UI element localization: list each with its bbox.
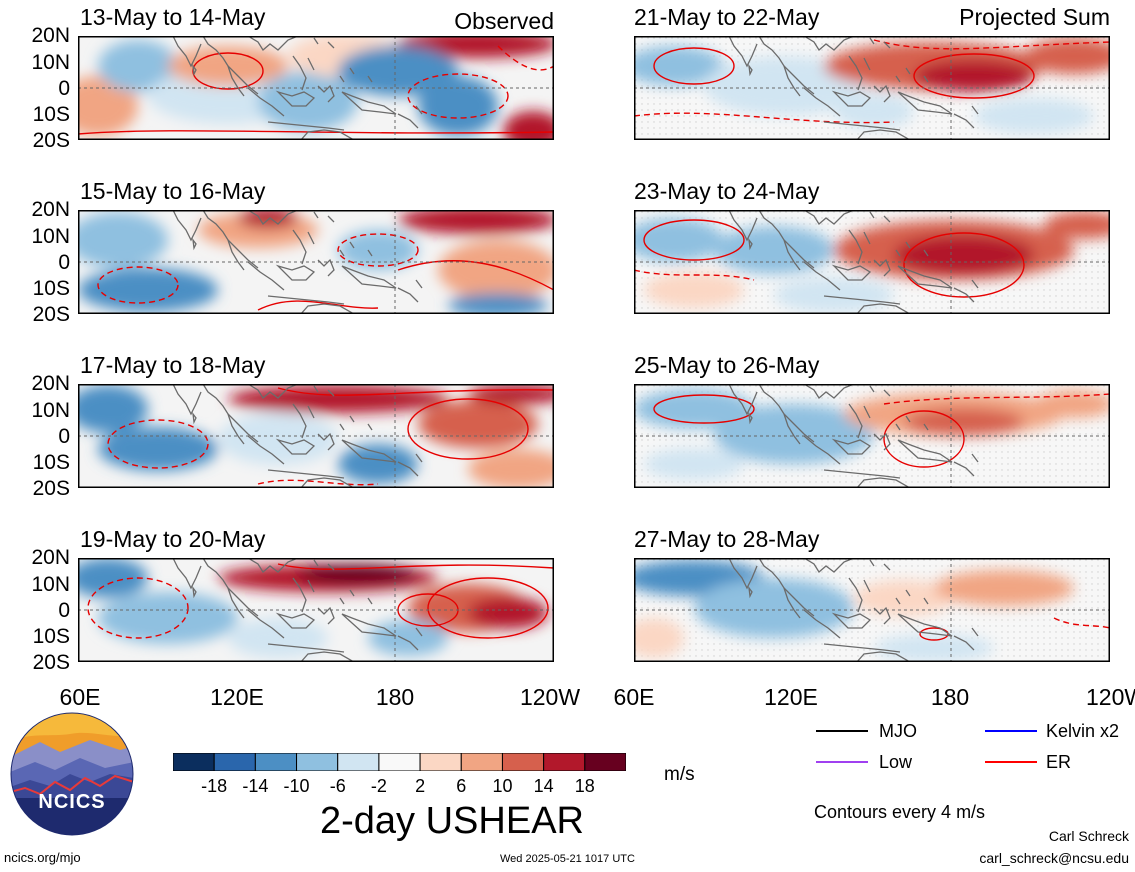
lat-label: 20N <box>31 372 70 395</box>
colorbar-swatch <box>543 752 586 772</box>
legend-label: ER <box>1046 752 1072 772</box>
legend-line-er <box>985 761 1037 763</box>
map-panel-left-3 <box>78 384 554 488</box>
lat-label: 0 <box>58 425 70 448</box>
map-panel-right-4 <box>634 558 1110 662</box>
colorbar-tick-label: -6 <box>329 776 346 796</box>
lon-label: 180 <box>375 684 415 710</box>
panel-date-title: 27-May to 28-May <box>634 526 820 552</box>
colorbar-swatch <box>501 752 545 772</box>
lat-label: 10S <box>32 625 70 648</box>
lon-label: 180 <box>930 684 970 710</box>
legend-label: MJO <box>879 721 917 741</box>
lon-label: 120E <box>764 684 818 710</box>
lat-label: 0 <box>58 77 70 100</box>
footer-timestamp: Wed 2025-05-21 1017 UTC <box>500 853 635 865</box>
map-panel-left-2 <box>78 210 554 314</box>
lat-label: 20S <box>32 477 70 500</box>
logo-text: NCICS <box>38 791 106 813</box>
lon-label: 120W <box>519 684 581 710</box>
lat-label: 10S <box>32 103 70 126</box>
map-panel-right-2 <box>634 210 1110 314</box>
lon-label: 120W <box>1086 686 1135 709</box>
contours-note: Contours every 4 m/s <box>814 802 986 822</box>
main-title: 2-day USHEAR <box>320 800 584 842</box>
lat-label: 20S <box>32 651 70 674</box>
footer-url[interactable]: ncics.org/mjo <box>4 850 81 865</box>
panel-date-title: 17-May to 18-May <box>80 352 266 378</box>
lon-label: 120E <box>210 684 264 710</box>
colorbar-swatch <box>460 752 503 772</box>
panel-corner-label: Observed <box>454 8 554 34</box>
colorbar-tick-label: -18 <box>201 776 228 796</box>
lat-label: 10S <box>32 451 70 474</box>
colorbar-tick-label: 14 <box>533 776 554 796</box>
lat-label: 20S <box>32 129 70 152</box>
legend-line-low <box>816 761 868 763</box>
lat-label: 10N <box>31 51 70 74</box>
lat-label: 20N <box>31 198 70 221</box>
colorbar-swatch <box>213 752 256 772</box>
panel-date-title: 15-May to 16-May <box>80 178 266 204</box>
map-panel-left-4 <box>78 558 554 662</box>
colorbar <box>172 752 627 772</box>
lat-label: 20N <box>31 24 70 47</box>
panel-corner-label: Projected Sum <box>959 4 1110 30</box>
lat-label: 10N <box>31 225 70 248</box>
lat-label: 10N <box>31 399 70 422</box>
colorbar-swatch <box>254 752 298 772</box>
lat-label: 20S <box>32 303 70 326</box>
legend-line-mjo <box>816 730 868 732</box>
lat-label: 10S <box>32 277 70 300</box>
panel-date-title: 19-May to 20-May <box>80 526 266 552</box>
colorbar-ticks: -18 -14 -10 -6 -2 2 6 10 14 18 <box>173 777 626 797</box>
colorbar-swatch <box>419 752 462 772</box>
colorbar-tick-label: -14 <box>242 776 269 796</box>
lat-label: 20N <box>31 546 70 569</box>
panel-date-title: 25-May to 26-May <box>634 352 820 378</box>
lon-label: 60E <box>613 684 655 710</box>
map-panel-left-1 <box>78 36 554 140</box>
lon-label: 60E <box>59 684 101 710</box>
colorbar-tick-label: -10 <box>283 776 310 796</box>
legend-line-kelvin <box>985 730 1037 732</box>
map-panel-right-1 <box>634 36 1110 140</box>
colorbar-swatch <box>584 752 627 772</box>
colorbar-swatch <box>172 752 215 772</box>
ncics-logo: NCICS <box>10 712 134 836</box>
footer-email[interactable]: carl_schreck@ncsu.edu <box>979 850 1129 866</box>
legend-label: Kelvin x2 <box>1046 721 1120 741</box>
colorbar-swatch <box>378 752 421 772</box>
legend-label: Low <box>879 752 913 772</box>
colorbar-swatch <box>337 752 380 772</box>
colorbar-tick-label: 2 <box>415 776 426 796</box>
panel-date-title: 21-May to 22-May <box>634 4 820 30</box>
map-panel-right-3 <box>634 384 1110 488</box>
colorbar-tick-label: 6 <box>456 776 467 796</box>
lat-label: 10N <box>31 573 70 596</box>
colorbar-units: m/s <box>664 764 695 785</box>
colorbar-tick-label: 18 <box>574 776 595 796</box>
colorbar-swatch <box>296 752 339 772</box>
colorbar-tick-label: 10 <box>492 776 513 796</box>
colorbar-tick-label: -2 <box>370 776 387 796</box>
panel-date-title: 23-May to 24-May <box>634 178 820 204</box>
panel-date-title: 13-May to 14-May <box>80 4 266 30</box>
lat-label: 0 <box>58 599 70 622</box>
lat-label: 0 <box>58 251 70 274</box>
footer-author: Carl Schreck <box>1048 828 1129 844</box>
